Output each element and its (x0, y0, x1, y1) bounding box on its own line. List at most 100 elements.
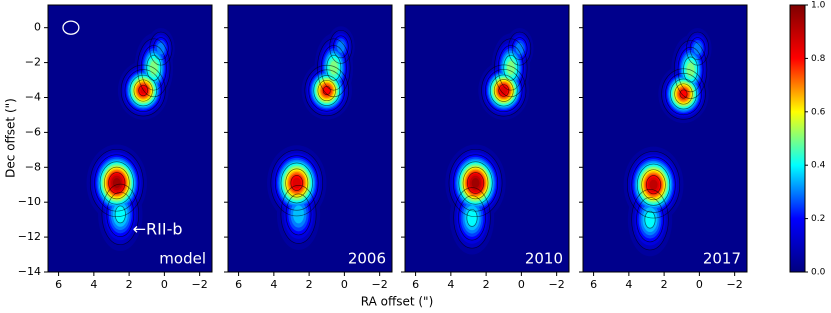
x-tick-label: 2 (306, 278, 313, 291)
contour (133, 79, 153, 102)
colorbar-tick-label: 0.8 (811, 54, 826, 64)
image (445, 27, 534, 255)
x-tick-label: 4 (270, 278, 277, 291)
panel: 6 4 2 0 −2 0 −2 −4 −6 −8 −10 −12 −14 model ←RII-b (18, 4, 213, 291)
contour (285, 168, 309, 198)
intensity-level (329, 60, 338, 75)
y-tick-label: −10 (18, 195, 41, 208)
x-tick-label: 6 (590, 278, 597, 291)
intensity-level (649, 179, 658, 190)
contour (138, 84, 149, 97)
panel-label: 2010 (525, 250, 563, 268)
colorbar-tick-label: 0.0 (811, 268, 826, 278)
y-tick-label: −8 (25, 160, 41, 173)
contour (333, 35, 349, 59)
x-tick-label: 0 (341, 278, 348, 291)
annotation: ←RII-b (133, 220, 183, 239)
panel: 6 4 2 0 −2 2006 (224, 4, 393, 291)
intensity-level (293, 205, 305, 224)
contour (636, 197, 664, 243)
contour (497, 45, 524, 91)
contour (462, 166, 489, 200)
intensity-level (466, 209, 478, 227)
intensity-level (112, 177, 121, 189)
beam (62, 20, 80, 35)
contour (137, 38, 171, 98)
image (267, 26, 355, 251)
y-tick-label: 0 (34, 21, 41, 34)
image (623, 27, 712, 257)
y-tick-label: −6 (25, 125, 41, 138)
contour (631, 189, 669, 251)
intensity-level (686, 62, 695, 77)
intensity-level (156, 42, 165, 55)
x-tick-label: 2 (126, 278, 133, 291)
contour (631, 156, 676, 213)
panel-frame (47, 4, 213, 273)
x-tick-label: 4 (625, 278, 632, 291)
x-axis-label: RA offset (") (361, 295, 434, 309)
x-tick-label: 0 (161, 278, 168, 291)
contour (101, 183, 140, 246)
contour (124, 69, 162, 112)
contour (280, 185, 317, 244)
intensity-level (292, 177, 301, 189)
contour (673, 40, 708, 99)
x-tick-label: 4 (447, 278, 454, 291)
contour (503, 54, 519, 81)
contour (641, 169, 666, 201)
image (86, 27, 175, 251)
contour (320, 45, 347, 91)
contour (275, 155, 319, 211)
contour (153, 37, 169, 61)
contour (683, 56, 698, 83)
x-tick-label: 6 (235, 278, 242, 291)
contour (511, 37, 528, 61)
contour (636, 163, 671, 206)
contour (489, 74, 518, 107)
panel-frame (404, 4, 570, 273)
panel: 6 4 2 0 −2 2010 (401, 4, 570, 291)
contour (498, 84, 510, 97)
contour (644, 210, 656, 229)
contour (326, 54, 342, 81)
contour (645, 175, 662, 195)
contour (103, 166, 130, 200)
y-tick-label: −12 (18, 230, 41, 243)
contour (129, 74, 157, 107)
panel-label: 2017 (703, 250, 741, 268)
x-tick-label: 4 (90, 278, 97, 291)
contour (626, 151, 681, 219)
contour (689, 37, 706, 61)
x-tick-label: 6 (55, 278, 62, 291)
contour (270, 149, 324, 217)
intensity-level (506, 60, 515, 75)
contour (120, 64, 166, 117)
y-tick-label: −4 (25, 90, 41, 103)
intensity-level (679, 89, 688, 99)
panel-label: 2006 (348, 250, 386, 268)
panel: 6 4 2 0 −2 2017 (579, 4, 748, 291)
contour (508, 31, 532, 66)
contour (679, 89, 688, 99)
contour (453, 187, 491, 249)
contour (290, 175, 304, 191)
panel-frame (582, 4, 748, 273)
contour (670, 78, 697, 110)
intensity-level (471, 177, 480, 189)
x-tick-label: 6 (412, 278, 419, 291)
colorbar (789, 4, 806, 273)
x-tick-label: 2 (661, 278, 668, 291)
contour (108, 172, 126, 194)
contour (280, 162, 313, 204)
contour (317, 79, 336, 102)
contour (146, 54, 162, 81)
contour (493, 79, 514, 102)
panel-label: model (159, 250, 206, 268)
contour (94, 154, 140, 212)
contour (458, 195, 486, 241)
y-tick-label: −14 (18, 265, 41, 278)
contour (322, 85, 331, 96)
intensity-level (644, 211, 656, 229)
